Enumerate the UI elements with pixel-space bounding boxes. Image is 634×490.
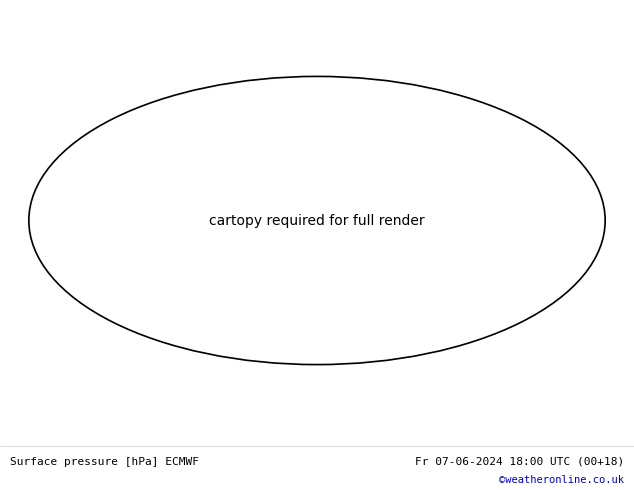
Text: Surface pressure [hPa] ECMWF: Surface pressure [hPa] ECMWF <box>10 457 198 466</box>
Text: cartopy required for full render: cartopy required for full render <box>209 214 425 227</box>
Ellipse shape <box>29 76 605 365</box>
Text: ©weatheronline.co.uk: ©weatheronline.co.uk <box>500 475 624 485</box>
Ellipse shape <box>30 78 604 363</box>
Text: Fr 07-06-2024 18:00 UTC (00+18): Fr 07-06-2024 18:00 UTC (00+18) <box>415 457 624 466</box>
